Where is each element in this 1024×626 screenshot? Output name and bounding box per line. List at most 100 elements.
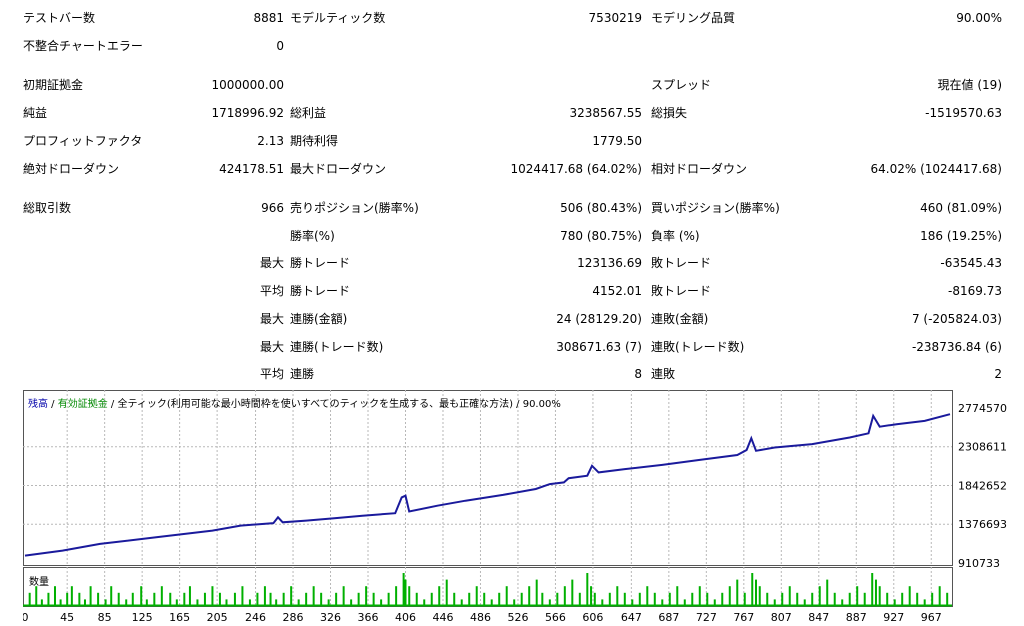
x-tick-label: 366 xyxy=(358,611,379,624)
rel-drawdown-value: 64.02% (1024417.68) xyxy=(870,162,1002,176)
volume-bar xyxy=(380,599,383,606)
volume-bar xyxy=(78,592,81,606)
volume-bar xyxy=(290,586,293,606)
spread-value: 現在値 (19) xyxy=(937,78,1002,92)
max-cons-losses-count-label: 連敗(トレード数) xyxy=(651,340,745,354)
max-drawdown-value: 1024417.68 (64.02%) xyxy=(510,162,642,176)
legend-balance: 残高 xyxy=(28,399,48,410)
volume-bar xyxy=(773,599,776,606)
x-tick-label: 526 xyxy=(507,611,528,624)
volume-bar xyxy=(901,592,904,606)
volume-bar xyxy=(372,592,375,606)
volume-bar xyxy=(312,586,315,606)
profit-factor-label: プロフィットファクタ xyxy=(23,134,143,148)
volume-bar xyxy=(438,586,441,606)
volume-bar xyxy=(395,586,398,606)
volume-bar xyxy=(453,592,456,606)
model-quality-label: モデリング品質 xyxy=(651,11,736,25)
avg-win-trade-label: 勝トレード xyxy=(290,284,351,298)
model-ticks-label: モデルティック数 xyxy=(290,11,386,25)
spread-label: スプレッド xyxy=(651,78,712,92)
volume-bar xyxy=(140,586,143,606)
long-positions-value: 460 (81.09%) xyxy=(920,201,1002,215)
volume-bar xyxy=(498,592,501,606)
volume-bar xyxy=(320,592,323,606)
volume-bar xyxy=(916,592,919,606)
volume-bar xyxy=(256,592,259,606)
short-positions-label: 売りポジション(勝率%) xyxy=(290,201,419,215)
avg-cons-wins-value: 8 xyxy=(634,367,642,381)
test-bars-value: 8881 xyxy=(253,11,284,25)
x-tick-label: 85 xyxy=(98,611,112,624)
x-tick-label: 406 xyxy=(395,611,416,624)
volume-bar xyxy=(586,573,589,606)
volume-bar xyxy=(233,592,236,606)
volume-bar xyxy=(490,599,493,606)
expected-payoff-value: 1779.50 xyxy=(592,134,642,148)
volume-bar xyxy=(430,592,433,606)
volume-bar xyxy=(623,592,626,606)
max-cons-wins-count-label: 連勝(トレード数) xyxy=(290,340,384,354)
volume-bar xyxy=(653,592,656,606)
x-tick-label: 566 xyxy=(545,611,566,624)
avg-cons-wins-label: 連勝 xyxy=(290,367,315,381)
volume-bar xyxy=(468,592,471,606)
volume-bar xyxy=(691,592,694,606)
volume-bar xyxy=(646,586,649,606)
volume-bar xyxy=(520,592,523,606)
volume-bar xyxy=(528,586,531,606)
max-loss-trade-value: -63545.43 xyxy=(940,256,1002,270)
model-quality-value: 90.00% xyxy=(956,11,1002,25)
volume-bar xyxy=(863,592,866,606)
volume-bar xyxy=(736,579,739,606)
gross-loss-label: 総損失 xyxy=(651,106,688,120)
volume-bar xyxy=(683,599,686,606)
legend-equity: 有効証拠金 xyxy=(57,399,108,410)
volume-label: 数量 xyxy=(29,577,49,588)
volume-bar xyxy=(631,599,634,606)
volume-bar xyxy=(275,599,278,606)
max-win-trade-value: 123136.69 xyxy=(577,256,642,270)
chart-legend: 残高 / 有効証拠金 / 全ティック(利用可能な最小時間枠を使いすべてのティック… xyxy=(28,395,561,410)
avg-cons-losses-label: 連敗 xyxy=(651,367,676,381)
volume-bar xyxy=(874,579,877,606)
volume-bar xyxy=(563,586,566,606)
volume-bar xyxy=(676,586,679,606)
volume-bar xyxy=(225,599,228,606)
gross-loss-value: -1519570.63 xyxy=(925,106,1002,120)
x-tick-label: 326 xyxy=(320,611,341,624)
volume-bar xyxy=(408,586,411,606)
y-tick-label: 2774570 xyxy=(958,402,1007,415)
gross-profit-label: 総利益 xyxy=(290,106,327,120)
volume-bar xyxy=(548,599,551,606)
volume-bar xyxy=(269,592,272,606)
expected-payoff-label: 期待利得 xyxy=(290,134,339,148)
volume-bar xyxy=(297,599,300,606)
volume-bar xyxy=(248,599,251,606)
volume-bar xyxy=(282,592,285,606)
volume-bar xyxy=(153,592,156,606)
volume-bar xyxy=(908,586,911,606)
avg-loss-trade-label: 敗トレード xyxy=(651,284,712,298)
volume-bar xyxy=(28,592,31,606)
volume-bar xyxy=(811,592,814,606)
max-cons-losses-amount-value: 7 (-205824.03) xyxy=(911,312,1002,326)
x-tick-label: 205 xyxy=(207,611,228,624)
volume-bar xyxy=(59,599,62,606)
volume-bar xyxy=(175,599,178,606)
max-cons-wins-amount-label: 連勝(金額) xyxy=(290,312,348,326)
volume-bar xyxy=(938,586,941,606)
volume-bar xyxy=(923,599,926,606)
volume-bar xyxy=(117,592,120,606)
avg-win-trade-value: 4152.01 xyxy=(592,284,642,298)
volume-bar xyxy=(505,586,508,606)
abs-drawdown-label: 絶対ドローダウン xyxy=(23,162,120,176)
volume-bar xyxy=(796,592,799,606)
volume-bar xyxy=(97,592,100,606)
x-tick-label: 45 xyxy=(60,611,74,624)
abs-drawdown-value: 424178.51 xyxy=(219,162,284,176)
balance-chart-svg: 2774570 2308611 1842652 1376693 910733 0 45 85 1… xyxy=(23,390,1007,624)
max-cons-wins-amount-value: 24 (28129.20) xyxy=(556,312,642,326)
volume-bar xyxy=(423,599,426,606)
volume-bar xyxy=(556,592,559,606)
